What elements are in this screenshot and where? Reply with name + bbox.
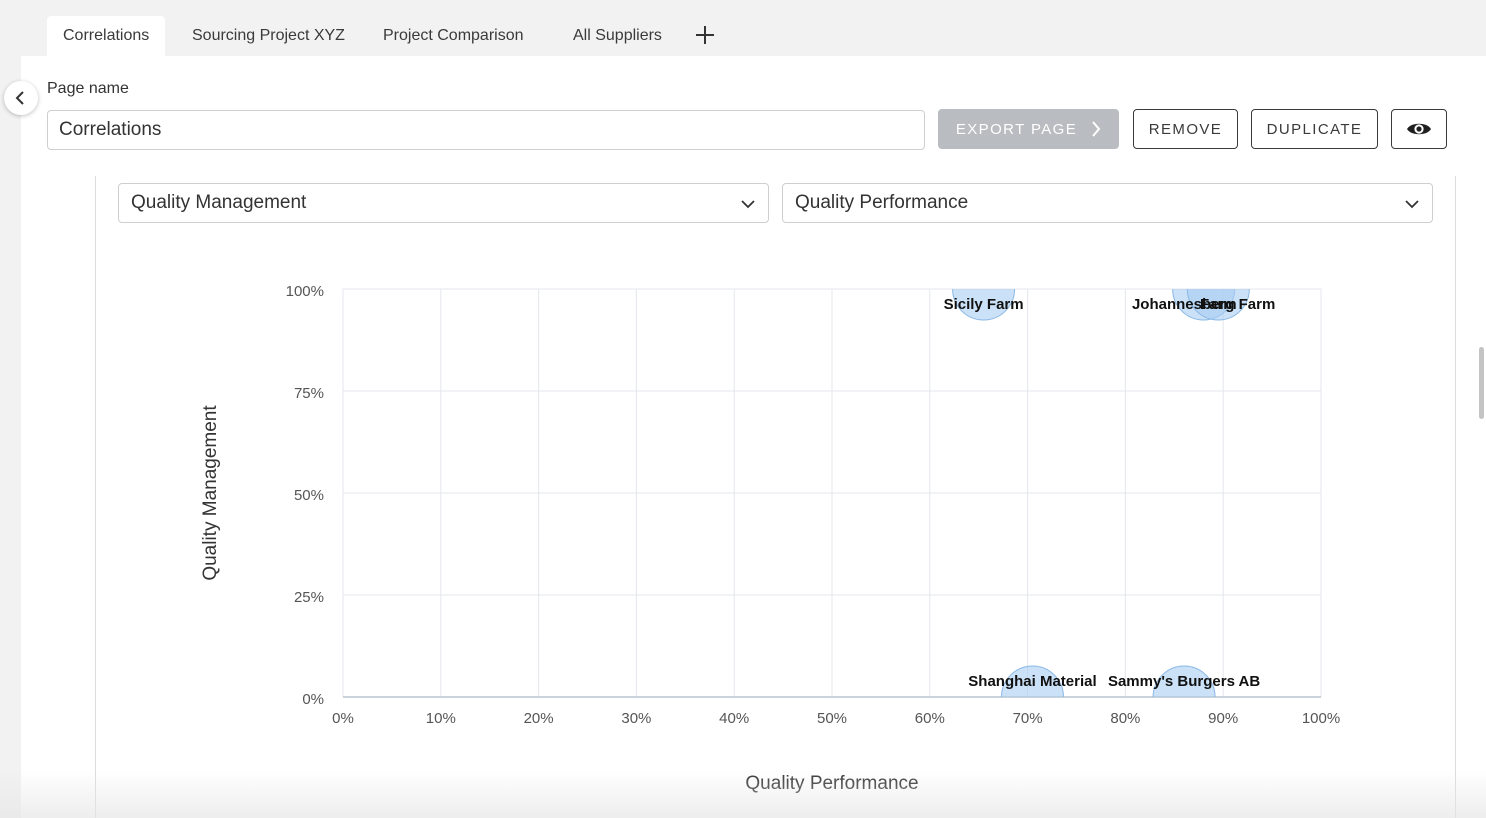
- data-point[interactable]: [1000, 665, 1064, 728]
- y-tick-label: 75%: [294, 385, 324, 402]
- x-tick-label: 100%: [1302, 710, 1340, 727]
- x-tick-label: 50%: [817, 710, 847, 727]
- tab-project-comparison[interactable]: Project Comparison: [383, 27, 524, 44]
- data-point-label: Johannesberg Farm: [1132, 296, 1275, 313]
- x-metric-value: Quality Performance: [795, 192, 969, 213]
- x-tick-label: 40%: [719, 710, 749, 727]
- tab-correlations[interactable]: Correlations: [47, 16, 166, 56]
- tab-all-suppliers[interactable]: All Suppliers: [573, 27, 662, 44]
- chart-card: [95, 176, 1456, 818]
- tab-bar: Correlations Sourcing Project XYZ Projec…: [0, 0, 1486, 56]
- x-tick-label: 90%: [1208, 710, 1238, 727]
- plus-icon: [696, 26, 714, 44]
- eye-icon: [1407, 123, 1431, 135]
- data-point[interactable]: [952, 258, 1016, 321]
- chevron-down-icon: [1405, 200, 1419, 209]
- x-metric-select[interactable]: Quality Performance: [782, 183, 1433, 223]
- preview-button[interactable]: [1391, 109, 1447, 149]
- export-page-label: EXPORT PAGE: [955, 120, 1078, 138]
- y-metric-select[interactable]: Quality Management: [118, 183, 769, 223]
- collapse-sidebar-button[interactable]: [4, 81, 38, 115]
- data-point[interactable]: [1186, 258, 1250, 321]
- y-tick-label: 0%: [302, 691, 324, 708]
- add-tab-button[interactable]: [692, 20, 718, 50]
- data-point-label: Shanghai Material: [968, 673, 1096, 690]
- y-tick-label: 100%: [286, 283, 324, 300]
- x-tick-label: 30%: [621, 710, 651, 727]
- y-tick-label: 50%: [294, 487, 324, 504]
- y-tick-label: 25%: [294, 589, 324, 606]
- x-tick-label: 0%: [332, 710, 354, 727]
- page-name-label: Page name: [47, 80, 129, 97]
- duplicate-button[interactable]: DUPLICATE: [1251, 109, 1378, 149]
- x-tick-label: 60%: [915, 710, 945, 727]
- tab-sourcing-project-xyz[interactable]: Sourcing Project XYZ: [192, 27, 345, 44]
- bubble-group: [952, 258, 1250, 728]
- x-axis-title: Quality Performance: [745, 773, 918, 794]
- data-point-label: Farm: [1200, 296, 1237, 313]
- export-page-button[interactable]: EXPORT PAGE: [938, 109, 1119, 149]
- x-tick-label: 70%: [1013, 710, 1043, 727]
- x-tick-label: 80%: [1110, 710, 1140, 727]
- data-point-label: Sicily Farm: [944, 296, 1024, 313]
- y-metric-value: Quality Management: [131, 192, 307, 213]
- x-tick-label: 20%: [524, 710, 554, 727]
- data-point-label: Sammy's Burgers AB: [1108, 673, 1260, 690]
- remove-button[interactable]: REMOVE: [1133, 109, 1238, 149]
- chevron-left-icon: [15, 91, 24, 105]
- page-name-input[interactable]: [47, 110, 925, 150]
- data-point[interactable]: [1152, 665, 1216, 728]
- scrollbar-thumb[interactable]: [1479, 347, 1484, 419]
- chevron-right-icon: [1092, 121, 1101, 137]
- y-axis-title: Quality Management: [200, 405, 221, 581]
- chevron-down-icon: [741, 200, 755, 209]
- x-tick-label: 10%: [426, 710, 456, 727]
